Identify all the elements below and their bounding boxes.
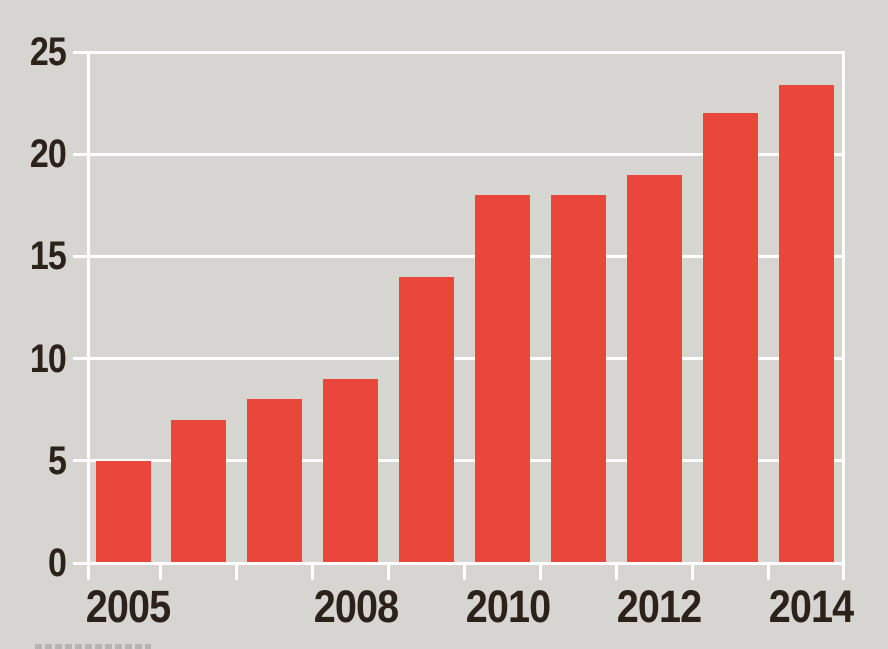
gridline-10 (73, 357, 845, 361)
gridline-15 (73, 254, 845, 258)
x-axis-tick (766, 563, 770, 580)
y-tick-label-5: 5 (47, 438, 67, 483)
x-tick-label-2008: 2008 (313, 581, 398, 632)
x-axis-tick (690, 563, 694, 580)
bar-2011 (550, 195, 606, 563)
y-tick-label-20: 20 (29, 132, 67, 177)
bar-2007 (247, 399, 303, 563)
gridline-20 (73, 152, 845, 156)
gridline-25 (73, 50, 845, 54)
x-axis-tick (159, 563, 163, 580)
bar-2008 (323, 379, 379, 563)
y-tick-label-10: 10 (29, 336, 67, 381)
x-tick-label-2005: 2005 (85, 581, 171, 632)
bar-2006 (171, 419, 227, 563)
bar-2014 (778, 84, 834, 563)
x-tick-label-2012: 2012 (617, 581, 702, 632)
x-axis-tick (538, 563, 542, 580)
x-axis-tick (463, 563, 467, 580)
plot-right-border (842, 52, 845, 580)
bar-2009 (399, 276, 455, 563)
y-tick-label-0: 0 (47, 541, 67, 585)
x-axis-tick (311, 563, 315, 580)
bar-2005 (95, 460, 151, 563)
y-tick-label-15: 15 (29, 234, 67, 279)
x-axis-tick (387, 563, 391, 580)
x-tick-label-2010: 2010 (465, 581, 550, 632)
gridline-5 (73, 459, 845, 463)
bar-2012 (626, 174, 682, 563)
y-axis-line (86, 52, 90, 580)
bar-2010 (475, 195, 530, 563)
bar-2013 (702, 113, 758, 563)
cropped-footnote-fragment (35, 644, 151, 649)
y-tick-label-25: 25 (29, 30, 67, 74)
x-axis-tick (614, 563, 618, 580)
x-axis-baseline (73, 561, 845, 565)
x-tick-label-2014: 2014 (768, 581, 854, 632)
x-axis-tick (235, 563, 239, 580)
